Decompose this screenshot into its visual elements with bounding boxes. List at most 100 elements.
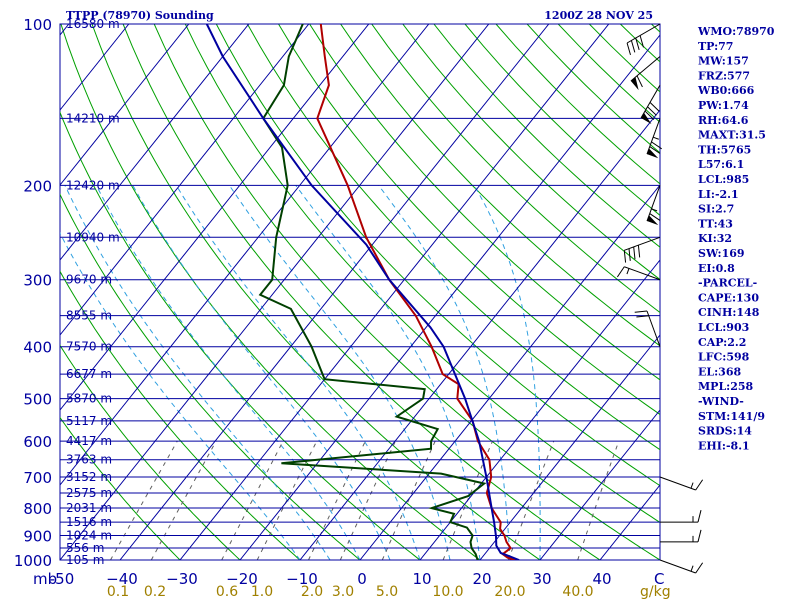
height-label: 556 m	[66, 541, 104, 555]
wind-barb-staff	[646, 310, 661, 347]
height-label: 10940 m	[66, 230, 120, 244]
wind-barb-flag	[628, 248, 631, 261]
temperature-tick-label: −10	[286, 570, 318, 588]
mixing-ratio-line	[110, 440, 178, 560]
isotherm-line	[60, 24, 370, 411]
index-line: LCL:985	[698, 173, 749, 186]
wind-barb-staff	[626, 23, 661, 44]
pressure-tick-label: 400	[23, 339, 52, 357]
index-line: CAPE:130	[698, 291, 759, 304]
isotherm-line	[179, 24, 610, 560]
index-line: PW:1.74	[698, 99, 749, 112]
wind-barb-flag	[644, 110, 655, 121]
mixing-ratio-line	[150, 440, 217, 560]
wind-barb-half-flag	[651, 208, 658, 212]
wind-barb-flag	[637, 245, 641, 258]
temperature-tick-label: 10	[412, 570, 431, 588]
isotherm-line	[359, 184, 660, 560]
isotherm-line	[539, 409, 660, 560]
mixing-ratio-tick-label: 20.0	[494, 584, 525, 600]
wind-barb-staff	[640, 84, 661, 119]
y-axis-unit-label: mb	[33, 570, 57, 588]
wind-barb	[659, 476, 704, 491]
index-line: CAP:2.2	[698, 336, 746, 349]
wind-barbs	[616, 23, 704, 574]
wind-barb	[660, 529, 702, 543]
height-label: 2031 m	[66, 501, 112, 515]
temperature-tick-label: 0	[357, 570, 367, 588]
height-label: 12420 m	[66, 178, 120, 192]
pressure-tick-label: 300	[23, 272, 52, 290]
wind-barb	[659, 559, 704, 574]
wind-barb	[634, 310, 661, 347]
temperature-tick-label: 40	[592, 570, 611, 588]
pressure-tick-label: 100	[23, 16, 52, 34]
moist-adiabat-line	[64, 185, 331, 560]
wind-barb-half-flag	[690, 565, 694, 572]
index-line: MAXT:31.5	[698, 129, 766, 142]
wind-barb-staff	[624, 266, 661, 281]
wind-barb-staff	[659, 559, 696, 574]
sounding-profiles	[205, 24, 520, 560]
index-line: EHI:-8.1	[698, 439, 750, 452]
dewpoint-profile-line	[258, 24, 487, 560]
pressure-tick-label: 800	[23, 500, 52, 518]
wind-barb	[660, 510, 702, 523]
wind-barb-pennant	[647, 215, 659, 226]
wind-barb	[630, 56, 661, 91]
height-label: 1024 m	[66, 528, 112, 542]
mixing-ratio-tick-label: 10.0	[432, 584, 463, 600]
index-line: -WIND-	[698, 395, 744, 408]
mixing-ratio-tick-label: 40.0	[562, 584, 593, 600]
mixing-ratio-line	[221, 440, 284, 560]
dry-adiabat-line	[526, 24, 660, 154]
height-label: 7570 m	[66, 340, 112, 354]
wind-barb-flag	[635, 37, 640, 51]
height-label: 14210 m	[66, 111, 120, 125]
wind-barb	[616, 266, 661, 281]
index-line: MW:157	[698, 55, 749, 68]
isotherm-line	[60, 24, 250, 261]
pressure-tick-label: 600	[23, 433, 52, 451]
pressure-tick-label: 500	[23, 391, 52, 409]
wind-barb-flag	[697, 510, 702, 523]
temperature-tick-label: −30	[166, 570, 198, 588]
wind-barb-flag	[647, 106, 657, 116]
mixing-ratio-tick-label: 0.1	[107, 584, 129, 600]
wind-barb	[623, 236, 661, 263]
wind-barb-half-flag	[690, 482, 694, 489]
dry-adiabat-line	[60, 193, 361, 560]
dry-adiabat-line	[215, 24, 660, 487]
temperature-tick-label: −40	[106, 570, 138, 588]
dry-adiabat-line	[776, 24, 800, 560]
index-line: EI:0.8	[698, 262, 735, 275]
moist-adiabat-line	[228, 185, 451, 560]
index-line: STM:141/9	[698, 410, 765, 423]
height-label: 6677 m	[66, 367, 112, 381]
height-label: 3152 m	[66, 470, 112, 484]
mixing-ratio-unit-label: g/kg	[640, 584, 671, 600]
height-label: 5117 m	[66, 414, 112, 428]
dry-adiabat-line	[588, 24, 660, 93]
pressure-tick-label: 700	[23, 469, 52, 487]
wind-barb-flag	[649, 146, 661, 154]
index-line: MPL:258	[698, 380, 754, 393]
chart-title-right: 1200Z 28 NOV 25	[544, 9, 653, 22]
index-line: -PARCEL-	[698, 277, 757, 290]
index-line: SRDS:14	[698, 425, 752, 438]
height-label: 8555 m	[66, 309, 112, 323]
isotherm-line	[239, 34, 660, 560]
wind-barb-flag	[633, 246, 636, 260]
mixing-ratio-tick-label: 0.6	[216, 584, 238, 600]
wind-barb-staff	[646, 118, 661, 155]
height-label: 9670 m	[66, 273, 112, 287]
mixing-ratio-tick-label: 5.0	[376, 584, 398, 600]
wind-barb-staff	[630, 56, 661, 82]
mixing-ratio-lines	[110, 440, 620, 560]
wind-barb-flag	[695, 562, 704, 574]
index-line: WB0:666	[697, 84, 755, 97]
index-line: KI:32	[698, 232, 732, 245]
index-line: LCL:903	[698, 321, 749, 334]
